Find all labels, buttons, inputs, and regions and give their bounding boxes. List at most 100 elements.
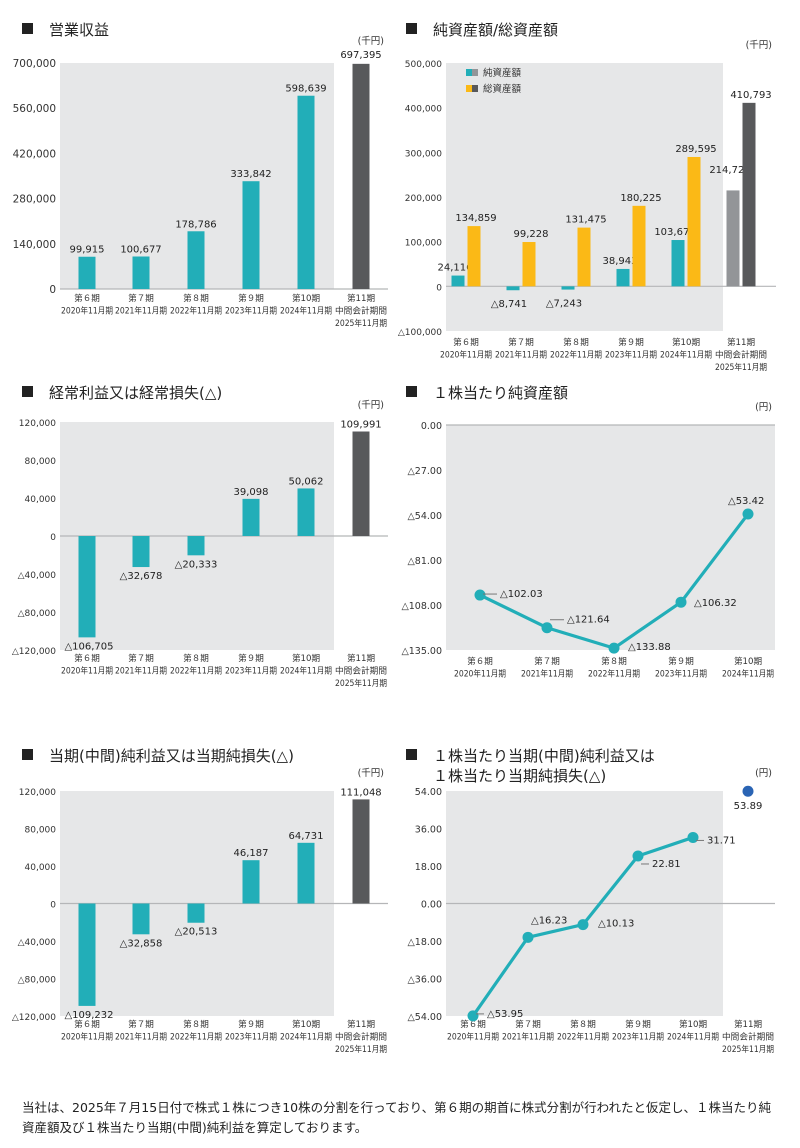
x-category-label: 2021年11月期	[495, 349, 547, 361]
x-category-label: 2021年11月期	[521, 668, 573, 680]
x-category-label: 第10期	[292, 1018, 320, 1030]
x-category-label: 中間会計期間	[335, 305, 387, 317]
unit-label: (千円)	[746, 40, 772, 51]
bar	[297, 842, 315, 904]
x-category-label: 2025年11月期	[335, 677, 387, 689]
chart-title: 経常利益又は経常損失(△)	[22, 383, 222, 403]
y-tick-label: 0.00	[421, 900, 442, 911]
x-category-label: 第７期	[128, 652, 154, 664]
y-tick-label: 700,000	[13, 58, 56, 70]
x-category-label: 2020年11月期	[447, 1031, 499, 1043]
legend-label: 純資産額	[483, 67, 522, 79]
y-tick-label: 200,000	[405, 194, 442, 204]
x-category-label: 第８期	[183, 292, 209, 304]
x-category-label: 2023年11月期	[225, 305, 277, 317]
chart-ordinary: △120,000 △80,000 △40,000 0 40,000 80,000 120,0…	[12, 400, 388, 689]
bar	[242, 860, 260, 904]
bar	[467, 226, 481, 287]
x-category-label: 2023年11月期	[612, 1031, 664, 1043]
bar	[577, 227, 591, 287]
bar-value-label: 24,116	[438, 263, 473, 274]
bullet-square-icon	[406, 749, 417, 760]
footnote: 当社は、2025年７月15日付で株式１株につき10株の分割を行っており、第６期の…	[22, 1100, 772, 1135]
bar-value-label: △106,705	[64, 641, 113, 652]
bar-value-label: 697,395	[340, 50, 381, 61]
data-value-label: 22.81	[652, 859, 681, 870]
chart-bps: △135.00 △108.00 △81.00 △54.00 △27.00 0.00 (円) 第…	[401, 402, 775, 680]
x-category-label: 中間会計期間	[335, 1031, 387, 1043]
x-category-label: 2020年11月期	[61, 305, 113, 317]
x-category-label: 第６期	[467, 655, 493, 667]
y-tick-label: 18.00	[415, 862, 442, 873]
x-category-label: 第８期	[570, 1018, 596, 1030]
x-category-label: 中間会計期間	[722, 1031, 774, 1043]
chart-title: 純資産額/総資産額	[406, 20, 558, 40]
bar	[187, 231, 205, 289]
bar-value-label: 289,595	[675, 144, 716, 155]
panel-assets: 純資産額/総資産額 △100,000 0 100,000 200,000 300,000…	[398, 0, 800, 373]
bar-value-label: 131,475	[565, 215, 606, 226]
x-category-label: 2024年11月期	[667, 1031, 719, 1043]
bar	[522, 242, 536, 287]
x-category-label: 2022年11月期	[557, 1031, 609, 1043]
y-tick-label: △120,000	[12, 1013, 56, 1023]
x-category-label: 中間会計期間	[715, 349, 767, 361]
y-tick-label: △54.00	[407, 1012, 442, 1023]
x-category-label: 第10期	[672, 336, 700, 348]
x-category-label: 2021年11月期	[115, 1031, 167, 1043]
y-tick-label: △36.00	[407, 975, 442, 986]
bar-value-label: 178,786	[175, 219, 216, 230]
x-category-label: 2024年11月期	[280, 305, 332, 317]
bar-value-label: △7,243	[546, 299, 582, 310]
bar	[78, 903, 96, 1006]
bar	[187, 536, 205, 556]
bar-value-label: 214,723	[709, 165, 750, 176]
bullet-square-icon	[406, 23, 417, 34]
x-category-label: 第11期	[727, 336, 755, 348]
x-category-label: 2022年11月期	[170, 1031, 222, 1043]
x-category-label: 第７期	[128, 292, 154, 304]
x-category-label: 第８期	[601, 655, 627, 667]
y-tick-label: 80,000	[25, 826, 57, 836]
bar	[687, 156, 701, 287]
x-category-label: 第10期	[292, 652, 320, 664]
bar	[451, 275, 465, 287]
x-category-label: 第９期	[668, 655, 694, 667]
bar-value-label: 39,098	[234, 487, 269, 498]
bar-value-label: 50,062	[289, 476, 324, 487]
x-category-label: 2023年11月期	[225, 665, 277, 677]
x-category-label: 第８期	[563, 336, 589, 348]
interim-data-point	[742, 785, 754, 797]
y-tick-label: 420,000	[13, 148, 56, 160]
y-tick-label: 120,000	[19, 788, 56, 798]
chart-eps: △54.00 △36.00 △18.00 0.00 18.00 36.00 54.00 (円)…	[407, 768, 775, 1055]
x-category-label: 第６期	[453, 336, 479, 348]
data-value-label: △121.64	[567, 615, 610, 626]
plot-background	[446, 425, 775, 650]
legend-swatch	[466, 85, 472, 92]
y-tick-label: 40,000	[25, 863, 57, 873]
bar	[78, 536, 96, 638]
bar	[297, 95, 315, 289]
y-tick-label: △27.00	[407, 466, 442, 477]
x-category-label: 第10期	[734, 655, 762, 667]
bar	[132, 536, 150, 568]
data-value-label: △106.32	[694, 598, 737, 609]
y-tick-label: 300,000	[405, 149, 442, 159]
y-tick-label: 0	[50, 533, 56, 543]
plot-background	[446, 63, 723, 331]
bar	[352, 63, 370, 290]
data-point	[541, 622, 553, 634]
bar-value-label: △32,858	[120, 938, 163, 949]
x-category-label: 第６期	[460, 1018, 486, 1030]
panel-ordinary: 経常利益又は経常損失(△) △120,000 △80,000 △40,000 0 40,…	[0, 372, 400, 742]
x-category-label: 中間会計期間	[335, 665, 387, 677]
x-category-label: 2021年11月期	[115, 305, 167, 317]
unit-label: (千円)	[358, 400, 384, 411]
bar-value-label: 180,225	[620, 193, 661, 204]
bar	[297, 488, 315, 536]
x-category-label: 2024年11月期	[280, 665, 332, 677]
data-value-label: △133.88	[628, 642, 671, 653]
y-tick-label: 0	[436, 283, 442, 293]
bar	[506, 286, 520, 291]
